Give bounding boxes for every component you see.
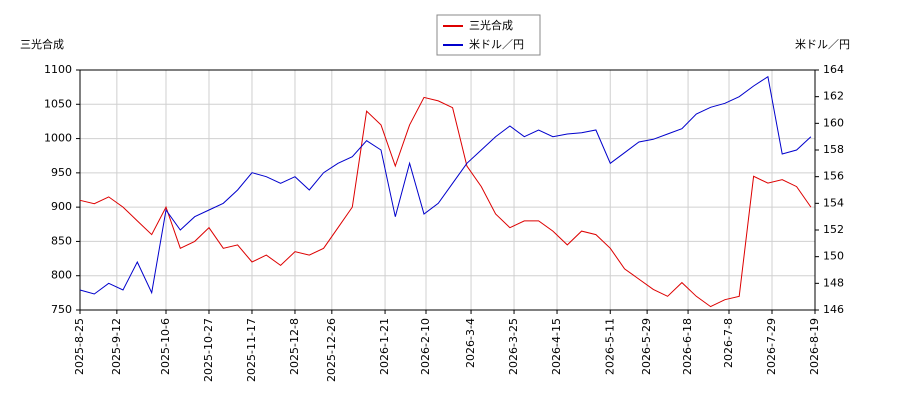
x-tick-label: 2025-10-27 — [202, 318, 215, 382]
y2-tick-label: 156 — [823, 170, 844, 183]
x-tick-label: 2026-2-10 — [419, 318, 432, 375]
x-tick-label: 2025-12-26 — [325, 318, 338, 382]
y2-tick-label: 164 — [823, 63, 844, 76]
x-tick-label: 2026-1-21 — [378, 318, 391, 375]
legend-label: 三光合成 — [469, 18, 513, 32]
x-tick-label: 2026-7-8 — [722, 318, 735, 368]
x-tick-label: 2025-9-12 — [110, 318, 123, 375]
legend-label: 米ドル／円 — [469, 38, 524, 51]
x-tick-label: 2026-6-18 — [681, 318, 694, 375]
x-tick-label: 2025-10-6 — [159, 318, 172, 375]
x-tick-label: 2026-8-19 — [808, 318, 821, 375]
y-axis-title: 三光合成 — [20, 37, 64, 51]
y2-axis-title: 米ドル／円 — [795, 38, 850, 51]
y-tick-label: 1000 — [44, 132, 72, 145]
y-tick-label: 1050 — [44, 97, 72, 110]
y2-tick-label: 160 — [823, 116, 844, 129]
x-tick-label: 2026-4-15 — [550, 318, 563, 375]
y2-tick-label: 158 — [823, 143, 844, 156]
y2-tick-label: 162 — [823, 90, 844, 103]
y2-tick-label: 154 — [823, 196, 844, 209]
y2-tick-label: 150 — [823, 250, 844, 263]
series-line — [79, 75, 812, 295]
y-tick-label: 800 — [51, 269, 72, 282]
x-tick-label: 2025-11-17 — [245, 318, 258, 382]
legend — [436, 14, 541, 56]
x-tick-label: 2026-5-29 — [640, 318, 653, 375]
y-tick-label: 900 — [51, 200, 72, 213]
y2-tick-label: 146 — [823, 303, 844, 316]
y2-tick-label: 148 — [823, 276, 844, 289]
plot-frame — [79, 69, 816, 311]
y-tick-label: 1100 — [44, 63, 72, 76]
x-tick-label: 2025-12-8 — [288, 318, 301, 375]
y-tick-label: 750 — [51, 303, 72, 316]
x-tick-label: 2026-7-29 — [765, 318, 778, 375]
x-tick-label: 2025-8-25 — [73, 318, 86, 375]
series-line — [79, 96, 812, 308]
y2-tick-label: 152 — [823, 223, 844, 236]
x-tick-label: 2026-3-25 — [507, 318, 520, 375]
y-tick-label: 950 — [51, 166, 72, 179]
x-tick-label: 2026-3-4 — [464, 318, 477, 368]
y-tick-label: 850 — [51, 234, 72, 247]
x-tick-label: 2026-5-11 — [603, 318, 616, 375]
